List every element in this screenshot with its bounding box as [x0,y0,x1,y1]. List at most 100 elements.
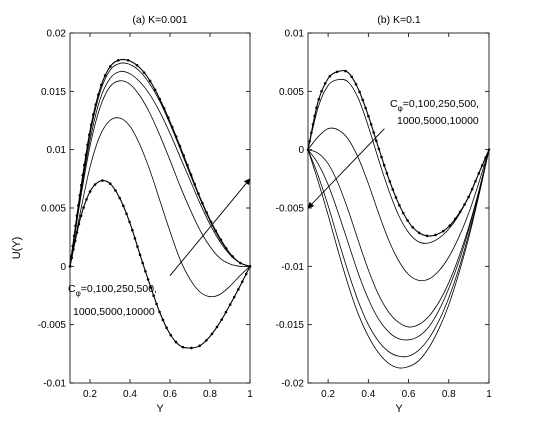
series-5-point [193,182,197,186]
series-5-point [231,255,234,258]
panel-a-ylabel: U(Y) [11,237,23,260]
series-5-point [70,254,73,258]
series-line-5 [69,58,251,267]
series-0-point [406,219,409,222]
series-0-point [367,114,370,118]
series-5-point [182,154,185,157]
series-0-point [108,182,112,185]
panel-b-ticks: 0.2 0.4 0.6 0.8 1 -0.02 -0.015 -0.01 -0.005 0 0.00… [276,29,493,401]
series-0-point [136,245,139,248]
panel-a-frame [69,32,251,384]
series-line-0 [307,70,490,237]
x-tick-label: 0.2 [83,389,97,400]
series-5-point [186,163,189,167]
series-0-point [210,332,214,336]
x-tick-label: 0.8 [203,389,217,400]
series-5-point [158,97,162,101]
series-0-point [317,98,321,101]
series-5-point [214,229,218,233]
series-line-5 [307,149,490,358]
panel-a-annotation-line2: 1000,5000,10000 [73,306,155,318]
series-0-point [417,231,421,235]
series-0-point [149,286,153,289]
panel-a-xlabel: Y [156,403,164,415]
series-0-point [335,70,339,74]
series-0-point [169,333,173,337]
panel-b-title: (b) K=0.1 [377,14,421,26]
annotation-prefix: C [390,98,398,110]
series-5-point [116,59,120,62]
series-line-6 [307,149,490,369]
annotation-values: =0,100,250,500, [403,98,479,110]
series-0-point [152,294,155,298]
panel-a-annotation-arrow [169,178,251,276]
series-5-point [103,74,107,77]
series-5-point [71,244,75,248]
series-5-point [86,143,89,147]
series-0-point [361,98,365,102]
series-5-point [219,238,223,242]
series-0-point [133,237,137,240]
series-5-point [189,173,193,176]
series-5-point [100,83,103,87]
series-0-point [82,206,85,209]
series-5-point [153,88,157,92]
series-0-point [385,172,389,175]
y-tick-label: 0 [60,262,66,273]
series-0-point [448,224,452,227]
series-5-point [142,71,146,74]
series-5-point [77,204,80,207]
series-0-point [190,346,193,350]
panel-b-annotation-line2: 1000,5000,10000 [397,115,479,127]
annotation-subscript: φ [76,289,81,298]
series-0-point [138,253,142,257]
x-tick-label: 0.6 [163,389,177,400]
panel-b-annotation-line1: Cφ=0,100,250,500, [390,98,479,113]
series-0-point [174,340,178,344]
annotation-values: =0,100,250,500, [81,283,157,295]
series-0-point [161,318,165,322]
series-0-point [101,179,104,182]
series-5-point [78,194,82,197]
series-0-point [441,229,445,233]
series-0-point [364,106,367,110]
x-tick-label: 0.8 [442,389,456,400]
series-line-4 [69,62,251,267]
series-0-point [411,225,415,229]
series-0-point [158,310,161,314]
x-tick-label: 0.2 [321,389,335,400]
series-line-4 [307,149,490,341]
series-5-point [197,192,200,196]
series-0-point [215,325,219,329]
series-0-point [155,302,158,306]
series-0-point [79,214,83,218]
y-tick-label: 0.02 [47,29,67,40]
y-tick-label: -0.005 [38,320,67,331]
series-5-point [201,201,204,205]
y-tick-label: 0.005 [279,87,304,98]
series-5-point [126,59,130,62]
series-0-point [354,82,358,86]
series-0-point [131,228,134,232]
series-5-point [94,103,97,106]
series-0-point [237,288,240,291]
series-0-point [344,69,347,73]
y-tick-label: 0.015 [41,87,66,98]
series-5-point [224,247,228,250]
series-0-point [320,89,323,93]
series-0-point [350,75,353,79]
series-0-point [228,303,232,306]
series-5-point [170,125,174,129]
series-0-point [125,212,128,216]
series-5-point [239,261,242,265]
panel-b-annotation: Cφ=0,100,250,500, 1000,5000,10000 [307,98,479,209]
series-5-point [162,106,166,110]
series-0-point [382,163,386,167]
series-5-point [88,133,91,136]
x-tick-label: 0.4 [361,389,375,400]
y-tick-label: -0.005 [276,204,305,215]
panel-b-xlabel: Y [395,403,403,415]
y-tick-label: 0.005 [41,204,66,215]
series-0-point [358,90,361,94]
